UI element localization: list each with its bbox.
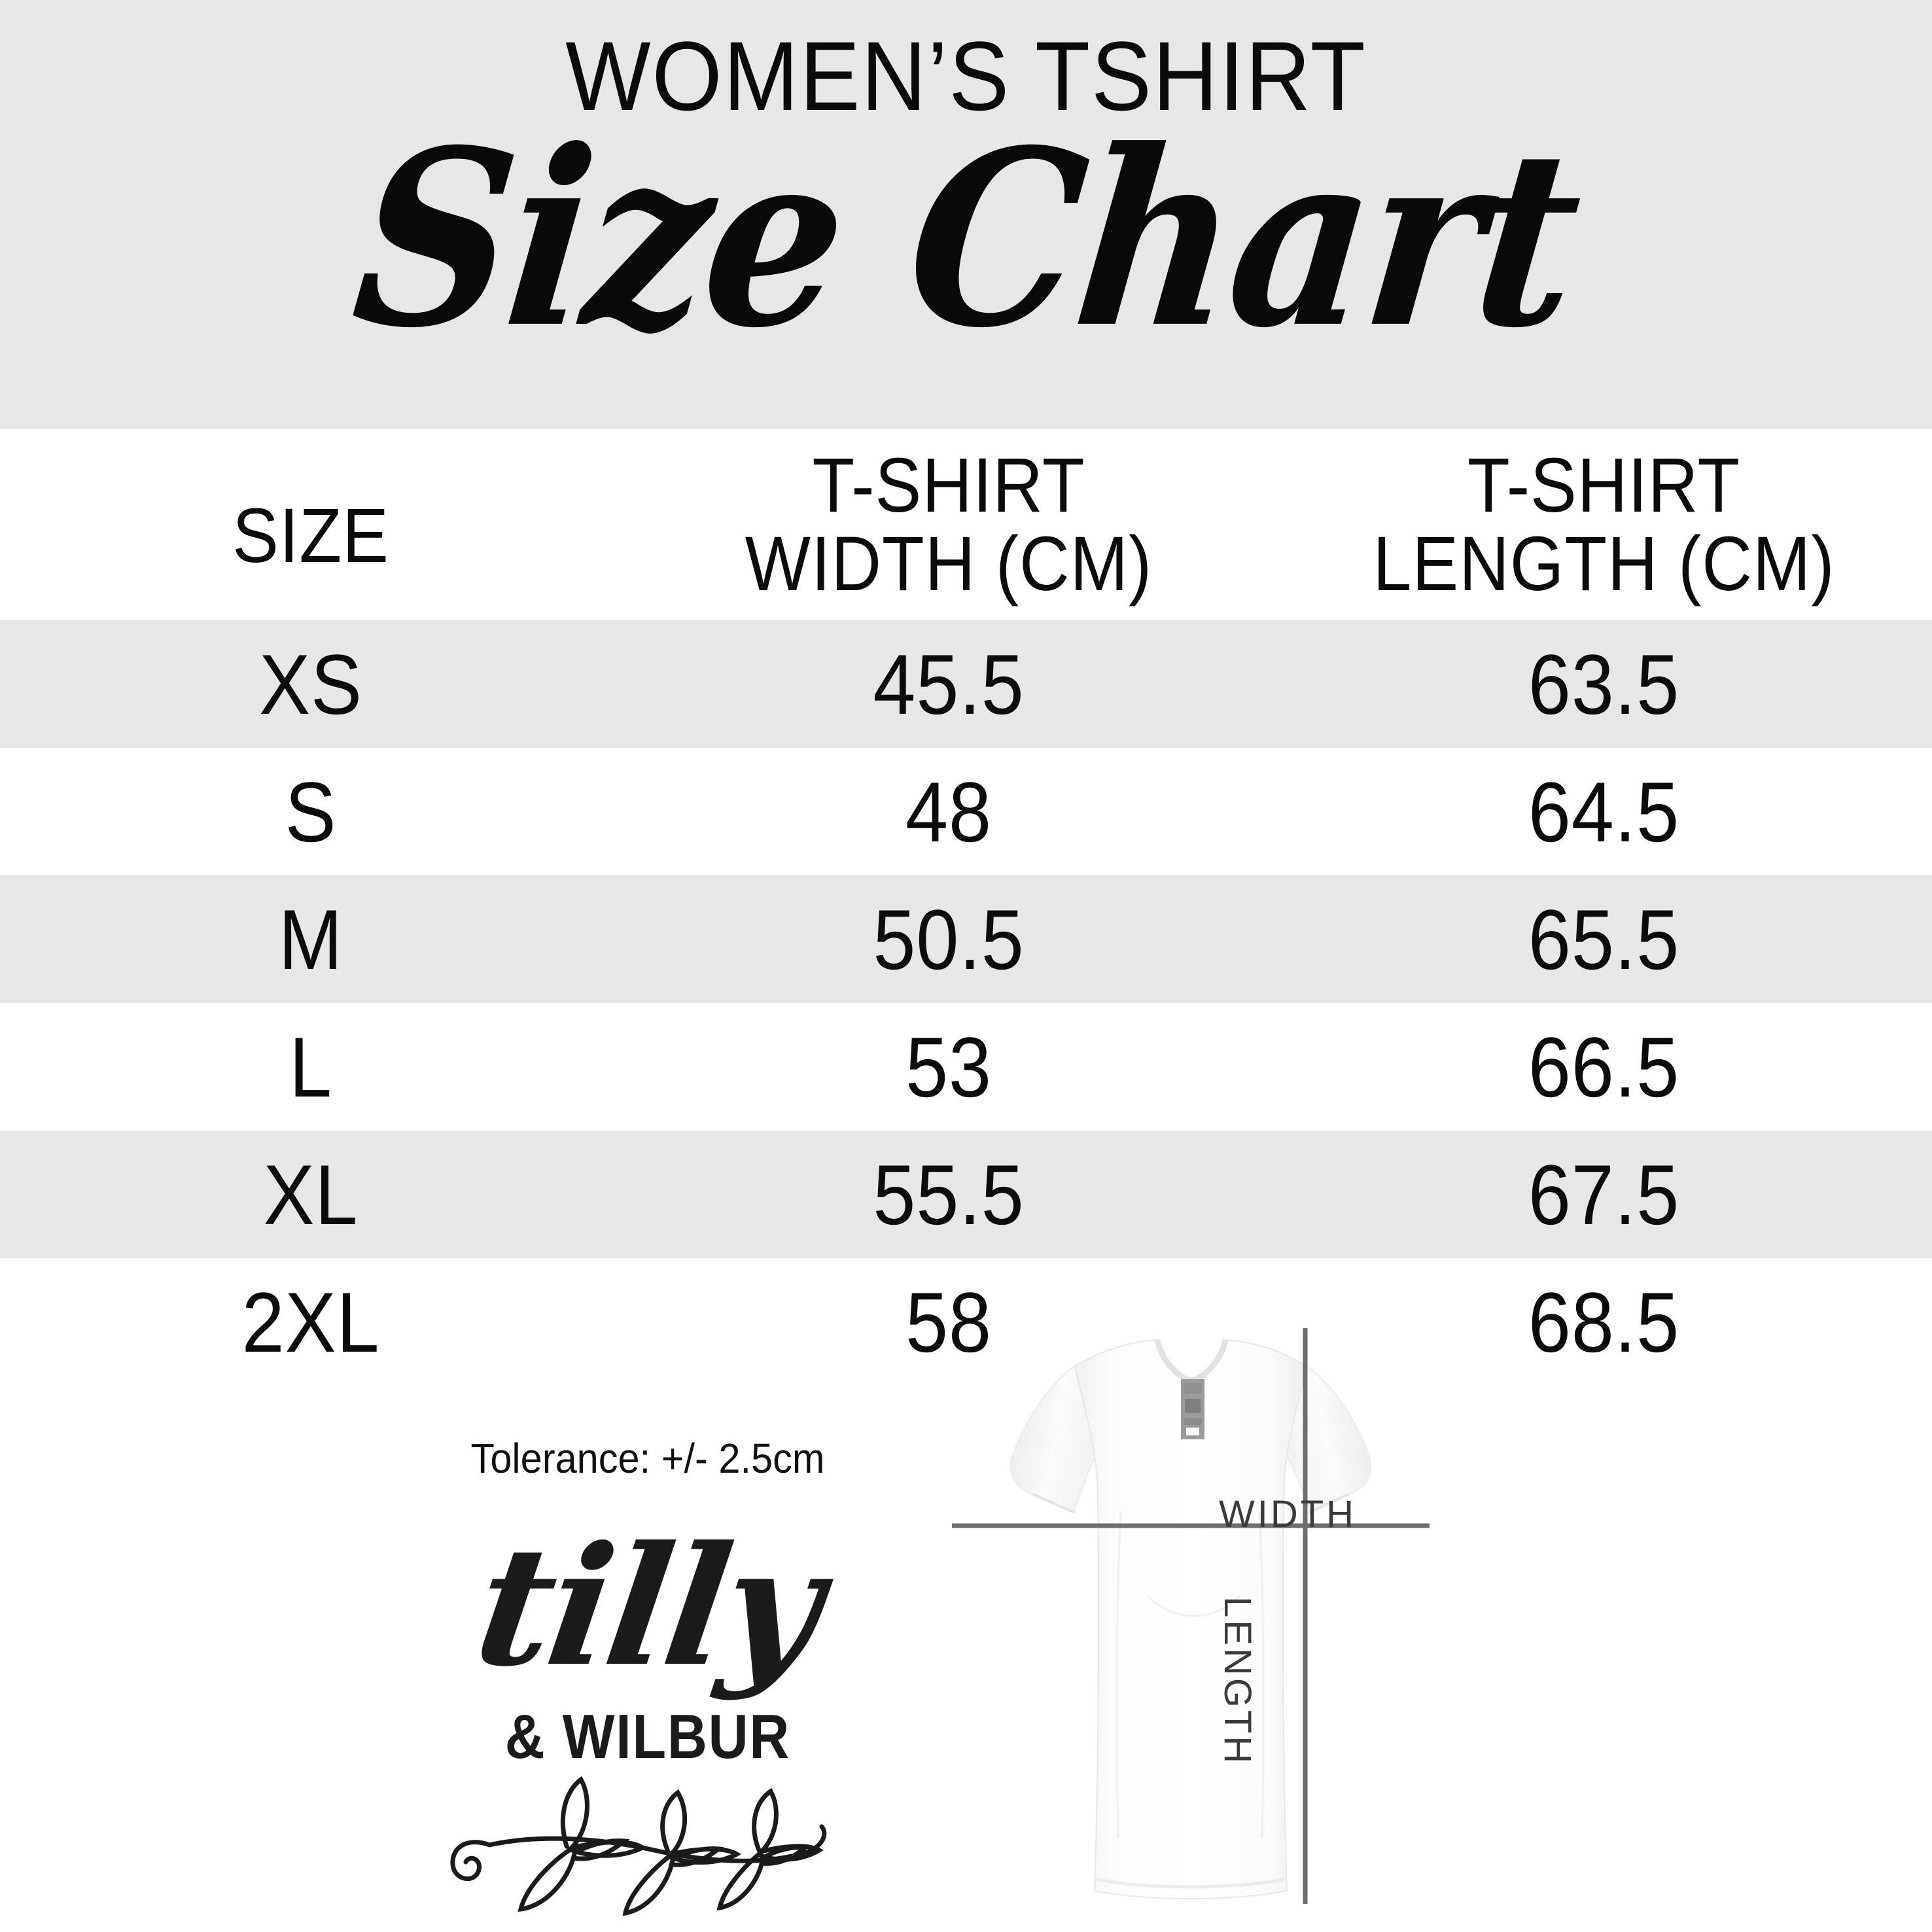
cell-length: 64.5 (1528, 764, 1680, 860)
cell-width: 53 (905, 1019, 992, 1115)
brand-logo-caps: & WILBUR (504, 1702, 791, 1772)
header-band: WOMEN’S TSHIRT Size Chart (0, 0, 1932, 429)
tshirt-diagram: WIDTH LENGTH (952, 1315, 1430, 1932)
table-row: M 50.5 65.5 (0, 875, 1932, 1003)
header-subtitle: WOMEN’S TSHIRT (565, 21, 1367, 131)
cell-width: 58 (905, 1274, 992, 1370)
cell-width: 55.5 (873, 1146, 1025, 1242)
measurement-guides (952, 1328, 1430, 1904)
cell-width: 50.5 (873, 891, 1025, 987)
tshirt-width-label: WIDTH (1219, 1493, 1357, 1536)
brand-logo-script: tilly (465, 1510, 830, 1702)
cell-size: S (285, 764, 337, 860)
brand-logo: tilly & WILBUR (432, 1510, 864, 1917)
cell-width: 45.5 (873, 636, 1025, 732)
table-row: 2XL 58 68.5 (0, 1258, 1932, 1386)
page-title: Size Chart (343, 96, 1589, 381)
cell-size: XS (259, 636, 362, 732)
neck-label-icon (1181, 1379, 1204, 1439)
cell-size: 2XL (241, 1274, 380, 1370)
column-header-size: SIZE (31, 474, 591, 575)
column-header-size-line1: SIZE (232, 492, 389, 579)
table-header-row: SIZE T-SHIRT WIDTH (CM) T-SHIRT LENGTH (… (0, 429, 1932, 620)
table-row: XL 55.5 67.5 (0, 1131, 1932, 1258)
cell-length: 68.5 (1528, 1274, 1680, 1370)
table-row: S 48 64.5 (0, 748, 1932, 875)
table-row: XS 45.5 63.5 (0, 620, 1932, 748)
cell-size: L (289, 1019, 332, 1115)
leaf-branch-icon (450, 1776, 827, 1916)
column-header-width-line2: WIDTH (CM) (745, 521, 1153, 607)
cell-width: 48 (905, 764, 992, 860)
column-header-width: T-SHIRT WIDTH (CM) (654, 442, 1243, 607)
table-row: L 53 66.5 (0, 1003, 1932, 1131)
size-chart-table: SIZE T-SHIRT WIDTH (CM) T-SHIRT LENGTH (… (0, 429, 1932, 1386)
cell-length: 67.5 (1528, 1146, 1680, 1242)
cell-length: 66.5 (1528, 1019, 1680, 1115)
tolerance-note: Tolerance: +/- 2.5cm (470, 1435, 825, 1482)
cell-size: M (278, 891, 343, 987)
column-header-length-line1: T-SHIRT (1467, 442, 1741, 529)
tshirt-length-label: LENGTH (1216, 1596, 1259, 1766)
tshirt-illustration (952, 1328, 1430, 1904)
cell-length: 63.5 (1528, 636, 1680, 732)
cell-length: 65.5 (1528, 891, 1680, 987)
column-header-length-line2: LENGTH (CM) (1373, 521, 1835, 607)
column-header-width-line1: T-SHIRT (812, 442, 1085, 529)
cell-size: XL (263, 1146, 359, 1242)
column-header-length: T-SHIRT LENGTH (CM) (1308, 442, 1899, 607)
